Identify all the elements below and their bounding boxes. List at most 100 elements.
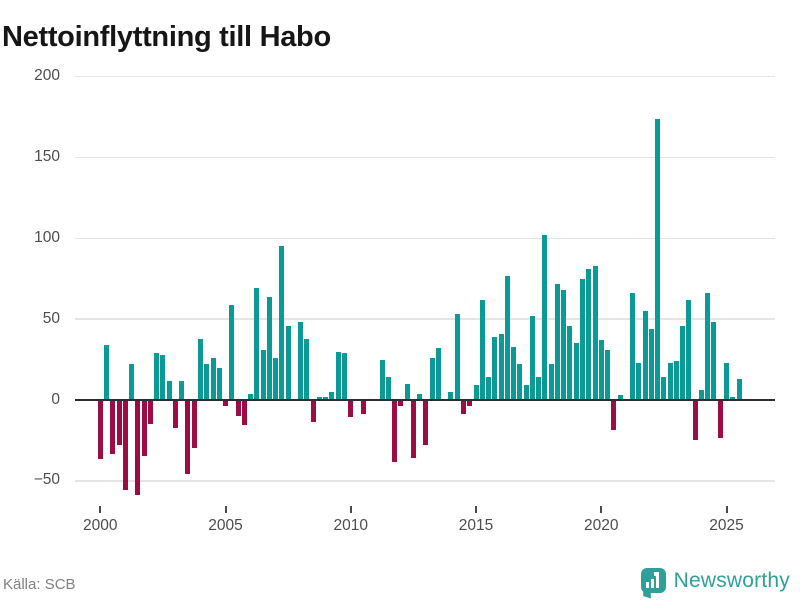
bar-2009-q2 — [329, 391, 335, 401]
bar-2018-q1 — [548, 364, 554, 402]
bar-2017-q3 — [536, 377, 542, 401]
bar-2005-q3 — [235, 401, 241, 416]
bar-2024-q2 — [705, 293, 711, 401]
bar-2002-q3 — [160, 354, 166, 401]
bar-2016-q4 — [517, 364, 523, 402]
bar-2020-q4 — [617, 395, 623, 401]
bar-2022-q1 — [648, 328, 654, 401]
bar-2016-q2 — [504, 275, 510, 401]
bar-2011-q2 — [379, 359, 385, 401]
gridline-y-150 — [75, 156, 775, 159]
bar-2017-q1 — [523, 385, 529, 402]
bar-2011-q4 — [392, 401, 398, 463]
bar-2004-q1 — [197, 338, 203, 401]
brand-lockup: Newsworthy — [640, 568, 790, 599]
source-caption: Källa: SCB — [3, 576, 76, 593]
y-axis-label: −50 — [33, 471, 60, 489]
mini-flag-icon — [653, 572, 659, 576]
bar-2014-q3 — [461, 401, 466, 414]
bar-2010-q3 — [360, 401, 366, 414]
bar-2024-q3 — [711, 322, 717, 402]
bar-2015-q2 — [479, 299, 485, 401]
x-axis-tick-2015 — [475, 506, 478, 513]
bar-2001-q2 — [129, 364, 135, 402]
bar-2018-q4 — [567, 325, 573, 402]
bar-2007-q2 — [279, 246, 285, 401]
bar-2012-q3 — [410, 401, 416, 458]
bar-2000-q3 — [110, 401, 116, 455]
badge-tail — [642, 587, 651, 599]
x-axis-label-2000: 2000 — [83, 517, 118, 534]
bar-2002-q4 — [166, 380, 172, 401]
bar-2007-q1 — [273, 357, 279, 402]
bar-2006-q1 — [248, 393, 254, 401]
bar-2020-q1 — [598, 340, 604, 402]
bar-2024-q1 — [698, 390, 704, 401]
y-axis-label: 100 — [34, 228, 60, 246]
bar-2003-q3 — [185, 401, 191, 474]
bar-2001-q1 — [122, 401, 128, 490]
y-axis-label: 150 — [34, 148, 60, 166]
bar-2001-q4 — [141, 401, 147, 456]
bar-2008-q1 — [298, 322, 304, 402]
x-axis-tick-2020 — [600, 506, 603, 513]
bar-2009-q4 — [342, 353, 348, 401]
mini-bar-icon — [645, 582, 649, 588]
bar-2021-q4 — [642, 311, 648, 401]
bar-2010-q1 — [348, 401, 354, 418]
x-axis-tick-2010 — [349, 506, 352, 513]
bar-2012-q2 — [404, 383, 410, 401]
x-axis-label-2015: 2015 — [458, 517, 494, 534]
bar-2003-q4 — [191, 401, 197, 448]
bar-2014-q2 — [454, 314, 460, 401]
bar-2008-q2 — [304, 338, 310, 401]
bar-2002-q2 — [154, 353, 160, 401]
mini-bar-icon — [650, 579, 654, 588]
bar-2025-q1 — [724, 362, 729, 401]
bar-2019-q3 — [586, 269, 592, 401]
bar-2006-q4 — [266, 296, 272, 401]
bar-2014-q4 — [467, 401, 473, 406]
bar-2003-q2 — [179, 380, 185, 401]
bar-2023-q3 — [686, 299, 692, 401]
bar-2016-q3 — [511, 346, 517, 402]
bar-2009-q3 — [335, 351, 341, 401]
bar-2004-q3 — [210, 357, 216, 402]
bar-2018-q2 — [554, 283, 560, 401]
zero-axis-line — [75, 398, 775, 402]
x-axis-label-2025: 2025 — [709, 517, 744, 534]
x-axis-tick-2000 — [99, 506, 102, 513]
bar-2014-q1 — [448, 391, 454, 401]
x-axis-tick-2005 — [224, 506, 227, 513]
bar-2020-q3 — [611, 401, 617, 431]
bar-2023-q2 — [680, 325, 686, 402]
brand-name: Newsworthy — [673, 568, 790, 592]
mini-bar-icon — [655, 575, 659, 588]
bar-2017-q4 — [542, 235, 548, 402]
newsworthy-logo-icon — [640, 568, 666, 599]
bar-2023-q4 — [692, 401, 698, 440]
bar-2005-q2 — [229, 304, 235, 401]
bar-2004-q2 — [204, 364, 210, 402]
y-axis-label: 0 — [51, 390, 60, 408]
bar-2008-q3 — [310, 401, 316, 423]
bar-2007-q3 — [285, 325, 291, 402]
bar-2013-q2 — [429, 357, 435, 402]
chart-title: Nettoinflyttning till Habo — [2, 21, 331, 54]
bar-2021-q3 — [636, 362, 642, 401]
y-axis-label: 50 — [42, 309, 60, 327]
y-axis-label: 200 — [34, 67, 60, 85]
bar-2022-q2 — [655, 118, 661, 401]
bar-2011-q3 — [385, 377, 391, 401]
bar-2019-q1 — [573, 343, 579, 402]
bar-2005-q4 — [241, 401, 247, 426]
bar-2023-q1 — [673, 361, 679, 402]
bar-2019-q2 — [579, 278, 585, 401]
bar-2004-q4 — [216, 367, 222, 402]
x-axis-label-2020: 2020 — [584, 517, 619, 534]
bar-2012-q1 — [398, 401, 404, 406]
bar-2005-q1 — [223, 401, 229, 406]
bar-2013-q1 — [423, 401, 429, 445]
bar-2000-q2 — [104, 345, 110, 401]
